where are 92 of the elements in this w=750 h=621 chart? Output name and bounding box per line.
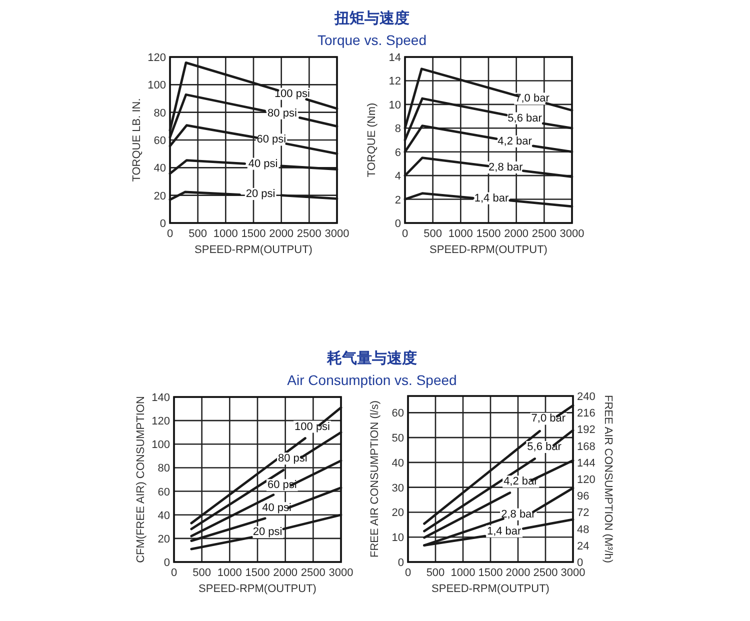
- x-tick-label: 2500: [300, 567, 326, 579]
- x-tick-label: 500: [424, 228, 442, 240]
- x-tick-label: 3000: [328, 567, 354, 579]
- series-label: 20 psi: [246, 188, 276, 200]
- x-tick-label: 1000: [448, 228, 473, 240]
- series-label: 2,8 bar: [501, 508, 536, 520]
- y-tick-label: 50: [392, 432, 404, 445]
- y-tick-label: 8: [394, 123, 401, 136]
- y-axis-title: FREE AIR CONSUMPTION (l/s): [369, 400, 381, 558]
- y-tick-label: 40: [154, 162, 166, 175]
- y2-tick-label: 240: [577, 391, 596, 403]
- x-tick-label: 2500: [532, 228, 556, 240]
- y2-axis-title: FREE AIR CONSUMPTION (M³/h): [602, 394, 614, 564]
- x-tick-label: 2000: [504, 228, 529, 240]
- y2-tick-label: 120: [577, 474, 596, 486]
- series-label: 7,0 bar: [515, 92, 550, 105]
- x-tick-label: 500: [188, 228, 208, 240]
- y-axis-title: CFM(FREE AIR) CONSUMPTION: [135, 396, 147, 563]
- y2-tick-label: 0: [577, 557, 584, 569]
- series-label: 1,4 bar: [474, 192, 509, 204]
- x-tick-label: 2000: [506, 567, 530, 579]
- y2-tick-label: 168: [577, 440, 596, 453]
- x-tick-label: 2500: [296, 228, 322, 240]
- x-tick-label: 2000: [269, 228, 294, 240]
- text: 耗气量与速度: [326, 349, 417, 367]
- y-tick-label: 30: [392, 482, 404, 494]
- y2-tick-label: 192: [577, 424, 596, 436]
- series-label: 20 psi: [252, 526, 282, 538]
- x-tick-label: 1000: [217, 567, 242, 579]
- x-tick-label: 2000: [273, 567, 298, 579]
- y-tick-label: 80: [158, 462, 170, 475]
- x-tick-label: 500: [192, 567, 212, 579]
- text: Air Consumption vs. Speed: [287, 372, 457, 388]
- x-tick-label: 1500: [478, 567, 503, 579]
- y2-tick-label: 48: [577, 524, 590, 536]
- y-tick-label: 80: [154, 107, 166, 120]
- x-axis-title: SPEED-RPM(OUTPUT): [432, 583, 550, 595]
- y-tick-label: 100: [148, 80, 166, 92]
- y-tick-label: 2: [394, 194, 401, 206]
- y-tick-label: 140: [152, 392, 170, 404]
- y-axis-title: TORQUE (Nm): [366, 102, 378, 178]
- x-tick-label: 1500: [245, 567, 270, 579]
- series-label: 1,4 bar: [486, 525, 522, 538]
- y-tick-label: 0: [160, 218, 166, 230]
- y-tick-label: 20: [392, 507, 404, 520]
- y-tick-label: 14: [388, 52, 401, 64]
- y-tick-label: 4: [394, 170, 401, 183]
- y2-tick-label: 216: [577, 408, 596, 420]
- y-tick-label: 40: [392, 457, 404, 470]
- y-tick-label: 10: [392, 532, 404, 544]
- y-tick-label: 0: [164, 557, 170, 569]
- y2-tick-label: 72: [577, 507, 590, 520]
- series-label: 5,6 bar: [508, 112, 542, 124]
- y-tick-label: 0: [394, 218, 401, 230]
- y-tick-label: 60: [158, 486, 170, 498]
- y2-tick-label: 96: [577, 490, 590, 503]
- y-tick-label: 0: [398, 557, 404, 569]
- x-axis-title: SPEED-RPM(OUTPUT): [430, 244, 548, 256]
- series-label: 60 psi: [256, 134, 286, 146]
- y-tick-label: 40: [158, 510, 170, 522]
- x-tick-label: 3000: [560, 228, 584, 240]
- series-label: 40 psi: [248, 158, 278, 170]
- y2-tick-label: 24: [577, 540, 590, 552]
- x-tick-label: 1500: [476, 228, 501, 240]
- y-tick-label: 120: [148, 52, 166, 64]
- y-tick-label: 12: [388, 76, 401, 88]
- text: Torque vs. Speed: [318, 32, 426, 48]
- x-tick-label: 1000: [213, 228, 238, 240]
- y-tick-label: 100: [152, 439, 170, 452]
- y-tick-label: 60: [392, 408, 404, 420]
- x-axis-title: SPEED-RPM(OUTPUT): [198, 583, 316, 595]
- y-axis-title: TORQUE LB. IN.: [131, 98, 143, 182]
- x-tick-label: 1000: [450, 567, 476, 579]
- y-tick-label: 20: [154, 190, 166, 202]
- x-tick-label: 0: [404, 567, 412, 579]
- y-tick-label: 120: [152, 416, 170, 428]
- x-tick-label: 500: [426, 567, 445, 579]
- series-label: 80 psi: [268, 107, 297, 120]
- y-tick-label: 10: [388, 99, 401, 112]
- x-tick-label: 3000: [324, 228, 350, 240]
- series-label: 4,2 bar: [498, 135, 532, 148]
- series-label: 2,8 bar: [488, 161, 524, 174]
- x-tick-label: 2500: [533, 567, 558, 579]
- y2-tick-label: 144: [577, 457, 596, 470]
- x-tick-label: 1500: [241, 228, 266, 240]
- y-tick-label: 20: [158, 533, 170, 546]
- y-tick-label: 6: [394, 146, 401, 159]
- y-tick-label: 60: [154, 135, 166, 147]
- x-tick-label: 3000: [560, 567, 586, 579]
- text: 扭矩与速度: [334, 9, 410, 27]
- x-tick-label: 0: [170, 567, 178, 579]
- x-axis-title: SPEED-RPM(OUTPUT): [194, 244, 312, 256]
